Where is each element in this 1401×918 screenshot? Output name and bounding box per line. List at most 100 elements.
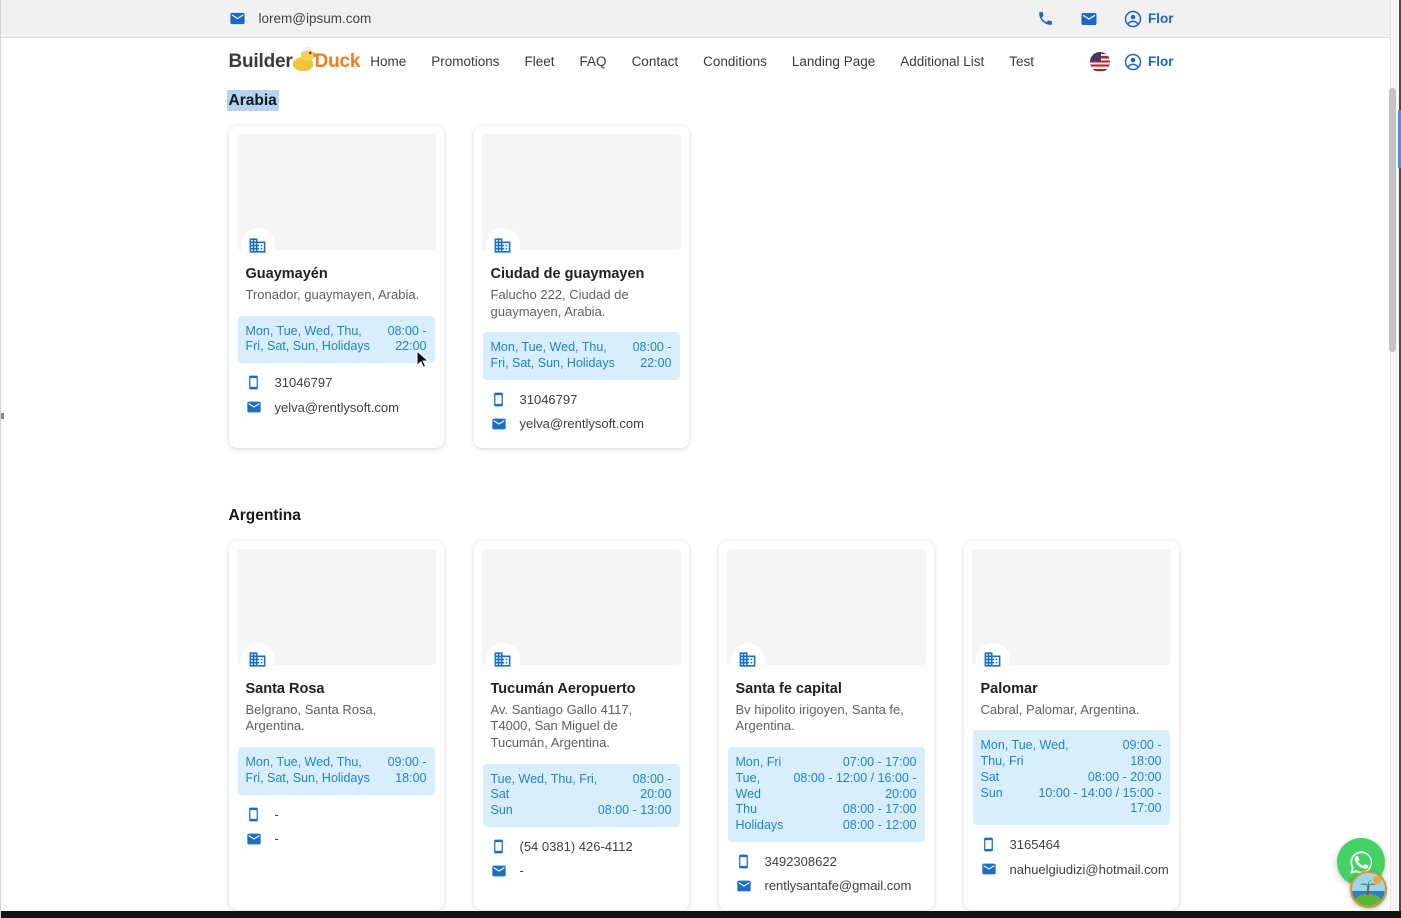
- user-name: Flor: [1148, 54, 1174, 69]
- scrollbar-thumb[interactable]: [1389, 88, 1396, 352]
- branch-address: Falucho 222, Ciudad de guaymayen, Arabia…: [490, 287, 629, 319]
- branch-schedule-box: Mon, Tue, Wed, Thu, Fri, Sat, Sun, Holid…: [237, 315, 435, 364]
- branch-email-row[interactable]: yelva@rentlysoft.com: [246, 399, 427, 415]
- schedule-hours: 08:00 - 17:00: [842, 802, 917, 817]
- branch-email-row[interactable]: -: [491, 863, 672, 879]
- branch-card-body: Tucumán Aeropuerto Av. Santiago Gallo 41…: [482, 681, 681, 879]
- schedule-hours: 08:00 - 20:00: [1087, 769, 1162, 784]
- contact-email-group: lorem@ipsum.com: [229, 10, 372, 27]
- schedule-row: Sun 08:00 - 13:00: [491, 803, 672, 819]
- phone-icon[interactable]: [1037, 10, 1054, 27]
- branch-email-row[interactable]: -: [246, 831, 427, 847]
- contact-email-text: lorem@ipsum.com: [258, 11, 372, 26]
- building-icon: [984, 652, 1001, 667]
- schedule-row: Tue, Wed, Thu, Fri, Sat 08:00 - 20:00: [491, 772, 672, 804]
- branch-schedule-box: Mon, Fri 07:00 - 17:00 Tue, Wed 08:00 - …: [727, 747, 925, 842]
- branch-phone: -: [274, 806, 279, 822]
- nav-item-contact[interactable]: Contact: [631, 54, 679, 69]
- user-menu[interactable]: Flor: [1124, 10, 1174, 28]
- branch-card[interactable]: Santa fe capital Bv hipolito irigoyen, S…: [718, 540, 934, 910]
- nav-item-conditions[interactable]: Conditions: [703, 54, 767, 69]
- user-menu[interactable]: Flor: [1124, 53, 1174, 71]
- building-badge: [485, 228, 520, 262]
- account-circle-icon: [1124, 53, 1142, 71]
- building-icon: [249, 237, 266, 253]
- smartphone-icon: [246, 375, 262, 390]
- email-icon[interactable]: [1080, 10, 1098, 28]
- main-navbar: Builder Duck Home Promotions Fleet FAQ Conta…: [1, 38, 1401, 85]
- branch-email: rentlysantafe@gmail.com: [764, 878, 912, 894]
- schedule-hours: 09:00 - 18:00: [1122, 738, 1162, 769]
- schedule-row: Thu 08:00 - 17:00: [736, 802, 917, 818]
- building-badge: [485, 642, 520, 677]
- branch-name: Palomar: [980, 680, 1038, 697]
- branch-address: Belgrano, Santa Rosa, Argentina.: [245, 701, 377, 734]
- branch-section: Arabia Guaymayén Tronador, guaymayen, Ar…: [228, 91, 1174, 448]
- account-circle-icon: [1124, 10, 1142, 28]
- schedule-days: Mon, Tue, Wed, Thu, Fri, Sat, Sun, Holid…: [490, 340, 615, 370]
- branches-page: Arabia Guaymayén Tronador, guaymayen, Ar…: [1, 85, 1401, 918]
- nav-item-fleet[interactable]: Fleet: [524, 54, 555, 69]
- schedule-row: Holidays 08:00 - 12:00: [736, 818, 917, 834]
- nav-item-home[interactable]: Home: [370, 54, 407, 69]
- branch-card[interactable]: Santa Rosa Belgrano, Santa Rosa, Argenti…: [228, 540, 444, 910]
- branch-card[interactable]: Tucumán Aeropuerto Av. Santiago Gallo 41…: [473, 540, 689, 910]
- schedule-hours: 10:00 - 14:00 / 15:00 - 17:00: [1038, 785, 1162, 816]
- section-title: Argentina: [228, 506, 301, 524]
- branch-phone-row: 3492308622: [736, 854, 917, 869]
- brand-logo[interactable]: Builder Duck: [229, 44, 360, 80]
- schedule-hours: 07:00 - 17:00: [842, 755, 917, 769]
- email-icon: [246, 399, 262, 415]
- island-fab-button[interactable]: [1350, 871, 1387, 908]
- branch-phone-row: 31046797: [246, 375, 427, 390]
- branch-image-placeholder: [971, 548, 1171, 677]
- branch-image-placeholder: [726, 548, 926, 677]
- smartphone-icon: [491, 839, 507, 854]
- branch-sections: Arabia Guaymayén Tronador, guaymayen, Ar…: [228, 91, 1179, 918]
- nav-item-test[interactable]: Test: [1009, 54, 1035, 69]
- branch-card-body: Ciudad de guaymayen Falucho 222, Ciudad …: [482, 266, 681, 432]
- nav-item-faq[interactable]: FAQ: [579, 54, 607, 69]
- schedule-days: Tue, Wed: [735, 770, 761, 801]
- branch-section: Argentina Santa Rosa Belgrano, Santa Ros…: [228, 506, 1179, 918]
- branch-card-body: Santa fe capital Bv hipolito irigoyen, S…: [727, 681, 926, 894]
- schedule-hours: 08:00 - 22:00: [387, 323, 427, 354]
- building-badge: [240, 228, 275, 262]
- nav-item-landing-page[interactable]: Landing Page: [791, 54, 876, 69]
- branch-email-row[interactable]: rentlysantafe@gmail.com: [736, 878, 917, 894]
- branch-phone-row: -: [246, 807, 427, 822]
- schedule-hours: 08:00 - 20:00: [632, 771, 672, 802]
- branch-card-body: Guaymayén Tronador, guaymayen, Arabia. M…: [237, 266, 436, 415]
- language-flag-us-icon[interactable]: [1090, 51, 1110, 72]
- schedule-hours: 09:00 - 18:00: [387, 755, 427, 785]
- branch-phone-row: (54 0381) 426-4112: [491, 839, 672, 854]
- smartphone-icon: [736, 854, 752, 869]
- branch-schedule-box: Mon, Tue, Wed, Thu, Fri, Sat, Sun, Holid…: [237, 747, 435, 795]
- user-name: Flor: [1148, 11, 1174, 26]
- nav-item-additional-list[interactable]: Additional List: [900, 54, 985, 69]
- branch-card[interactable]: Palomar Cabral, Palomar, Argentina. Mon,…: [963, 540, 1179, 910]
- schedule-days: Thu: [735, 802, 758, 817]
- branch-card[interactable]: Guaymayén Tronador, guaymayen, Arabia. M…: [228, 126, 444, 448]
- smartphone-icon: [491, 392, 507, 407]
- schedule-row: Sat 08:00 - 20:00: [981, 770, 1162, 786]
- schedule-days: Tue, Wed, Thu, Fri, Sat: [490, 771, 598, 802]
- branch-email-row[interactable]: yelva@rentlysoft.com: [491, 416, 672, 432]
- branch-image-placeholder: [481, 134, 681, 262]
- branch-address: Tronador, guaymayen, Arabia.: [245, 287, 420, 302]
- branch-phone: 31046797: [274, 375, 333, 391]
- nav-item-promotions[interactable]: Promotions: [431, 54, 500, 69]
- branch-schedule-box: Tue, Wed, Thu, Fri, Sat 08:00 - 20:00 Su…: [482, 763, 680, 827]
- branch-card[interactable]: Ciudad de guaymayen Falucho 222, Ciudad …: [473, 126, 689, 448]
- building-icon: [249, 652, 266, 667]
- branch-card-body: Palomar Cabral, Palomar, Argentina. Mon,…: [972, 681, 1171, 877]
- branch-name: Santa fe capital: [735, 680, 842, 697]
- branch-email-row[interactable]: nahuelgiudizi@hotmail.com: [981, 861, 1169, 877]
- section-title: Arabia: [228, 92, 277, 109]
- schedule-row: Sun 10:00 - 14:00 / 15:00 - 17:00: [981, 786, 1162, 818]
- vertical-scrollbar[interactable]: [1389, 0, 1399, 918]
- schedule-days: Sun: [980, 785, 1003, 800]
- branch-schedule-box: Mon, Tue, Wed, Thu, Fri, Sat, Sun, Holid…: [482, 332, 680, 380]
- schedule-row: Mon, Tue, Wed, Thu, Fri 09:00 - 18:00: [981, 738, 1162, 770]
- nav-menu: Home Promotions Fleet FAQ Contact Conditions L…: [370, 54, 1034, 69]
